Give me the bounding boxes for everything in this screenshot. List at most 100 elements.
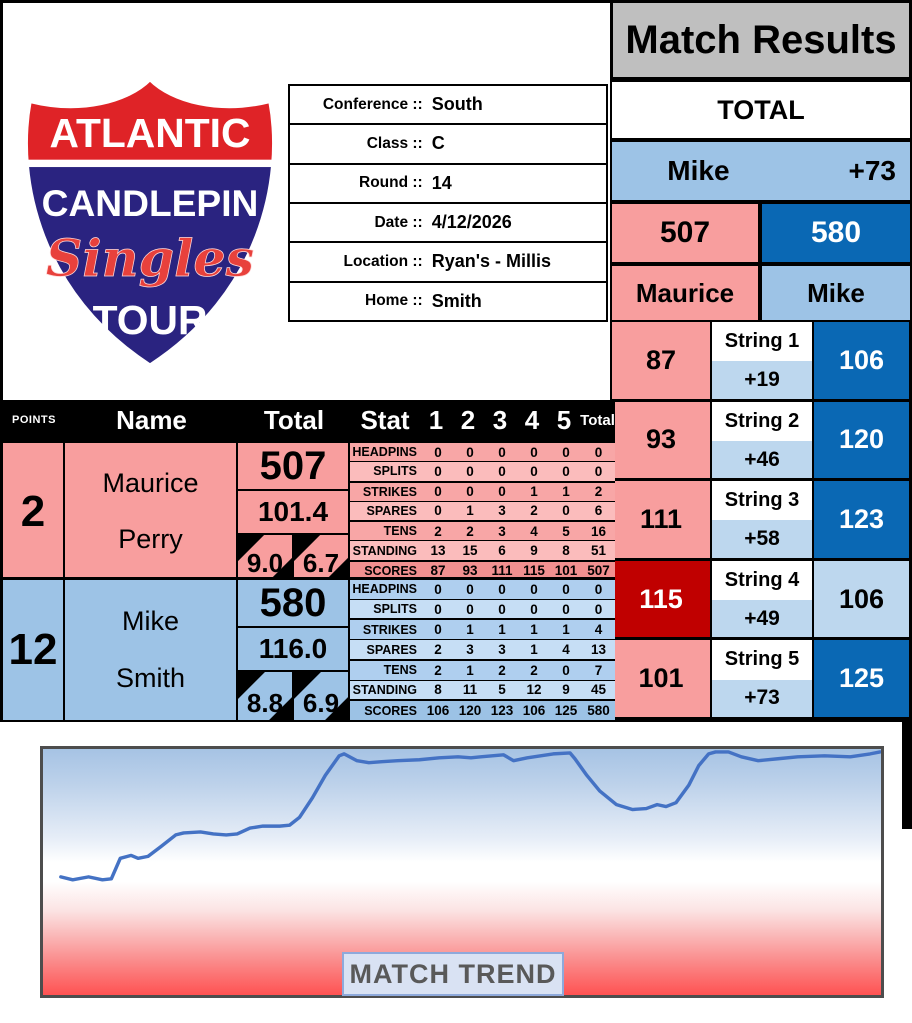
stat-value: 4 (562, 642, 570, 658)
stat-row-spares: SPARES 2 3 3 1 4 13 (350, 639, 615, 659)
first-name: Maurice (102, 468, 199, 498)
stat-total: 0 (594, 601, 603, 617)
stat-value: 8 (434, 682, 442, 698)
stat-grid: HEADPINS 0 0 0 0 0 0 SPLITS 0 0 0 0 0 0 STRIKES 0 0 0 1 1… (350, 443, 615, 580)
info-value: 4/12/2026 (431, 212, 512, 233)
stat-row-scores: SCORES 106 120 123 106 125 580 (350, 699, 615, 721)
away-total-score: 507 (610, 202, 760, 264)
logo-line3: Singles (46, 228, 255, 288)
away-string-score: 111 (612, 481, 712, 558)
stat-label: STANDING (352, 543, 417, 558)
stat-label: STANDING (352, 682, 417, 697)
stat-value: 8 (562, 543, 570, 559)
info-label: Class :: (366, 134, 423, 152)
stat-total: 13 (590, 642, 607, 658)
stat-value: 87 (430, 563, 446, 579)
stat-total: 0 (594, 444, 603, 460)
info-value: South (431, 94, 483, 115)
fill-value: 8.8 (246, 688, 284, 718)
stat-value: 5 (498, 682, 506, 698)
stat-label: SPARES (366, 642, 417, 657)
stat-value: 0 (562, 662, 570, 678)
stat-value: 0 (562, 444, 570, 460)
string-label: String 3 (712, 481, 812, 521)
fill-value: 9.0 (246, 548, 284, 578)
stat-value: 1 (562, 622, 570, 638)
fill-average-cell: 9.0 (238, 535, 292, 580)
trend-line (59, 750, 881, 882)
home-player-name: Mike (760, 264, 912, 322)
stat-label: SPARES (366, 503, 417, 518)
match-trend-label: MATCH TREND (342, 952, 564, 996)
stat-value: 3 (498, 642, 506, 658)
match-info-table: Conference :: South Class :: C Round :: … (288, 84, 608, 322)
stat-value: 2 (498, 662, 506, 678)
stat-value: 125 (554, 703, 578, 719)
stat-value: 0 (434, 484, 442, 500)
stat-total: 6 (594, 503, 603, 519)
string-diff: +58 (712, 520, 812, 558)
stat-value: 3 (498, 503, 506, 519)
stat-label: SPLITS (373, 602, 417, 617)
stat-value: 0 (434, 581, 442, 597)
series-average: 101.4 (238, 491, 348, 535)
tour-shield-logo: ATLANTIC CANDLEPIN Singles TOUR (25, 78, 275, 367)
string-mid: String 4 +49 (712, 560, 814, 638)
stat-value: 1 (562, 484, 570, 500)
info-row-location: Location :: Ryan's - Millis (290, 243, 606, 283)
header-total: Total (263, 404, 325, 435)
right-edge-border (902, 719, 912, 829)
stat-value: 2 (434, 642, 442, 658)
string-diff: +49 (712, 600, 812, 638)
stat-label: STRIKES (362, 484, 417, 499)
string-mid: String 3 +58 (712, 481, 814, 558)
string-diff: +19 (712, 361, 812, 399)
stat-row-strikes: STRIKES 0 1 1 1 1 4 (350, 618, 615, 640)
info-value: 14 (431, 172, 452, 193)
stat-value: 0 (434, 503, 442, 519)
string-label: String 5 (712, 640, 812, 680)
stat-total: 45 (590, 682, 607, 698)
info-row-round: Round :: 14 (290, 165, 606, 204)
stat-value: 0 (530, 444, 538, 460)
stat-value: 0 (530, 463, 538, 479)
string-mid: String 1 +19 (712, 322, 814, 399)
player-row-mike: 12 Mike Smith 580 116.0 8.8 6.9 HEADPINS… (3, 577, 615, 721)
stat-label: STRIKES (362, 622, 417, 637)
stat-value: 3 (498, 523, 506, 539)
stat-value: 0 (466, 444, 474, 460)
player-name-cell: Maurice Perry (65, 443, 238, 580)
stat-row-headpins: HEADPINS 0 0 0 0 0 0 (350, 580, 615, 599)
total-header: TOTAL (610, 80, 912, 140)
string-row-2: 93 String 2 +46 120 (612, 401, 912, 482)
stat-value: 11 (462, 682, 478, 698)
fill-average-cell: 6.7 (292, 535, 348, 580)
stat-row-splits: SPLITS 0 0 0 0 0 0 (350, 598, 615, 619)
away-string-score: 93 (612, 401, 712, 479)
player-row-maurice: 2 Maurice Perry 507 101.4 9.0 6.7 HEADPI… (3, 440, 615, 580)
home-string-score: 125 (814, 640, 909, 717)
stat-value: 1 (530, 622, 538, 638)
string-label: String 1 (712, 322, 812, 362)
stat-value: 1 (466, 622, 474, 638)
info-row-conference: Conference :: South (290, 86, 606, 126)
stat-value: 1 (466, 662, 474, 678)
stat-total: 580 (587, 703, 610, 719)
info-value: C (431, 133, 445, 154)
stat-value: 0 (498, 581, 506, 597)
stat-value: 0 (562, 581, 570, 597)
header-game-5: 5 (556, 404, 572, 435)
stat-value: 13 (430, 543, 446, 559)
stat-value: 0 (434, 463, 442, 479)
stat-value: 2 (434, 523, 442, 539)
stat-value: 101 (554, 563, 578, 579)
string-diff: +46 (712, 440, 812, 479)
points-value: 2 (3, 443, 65, 580)
header-stat: Stat (360, 404, 410, 435)
player-name-cell: Mike Smith (65, 580, 238, 720)
fill-average-cell: 8.8 (238, 672, 292, 720)
home-total-score: 580 (760, 202, 912, 264)
home-string-score: 120 (814, 401, 909, 479)
stat-value: 0 (498, 601, 506, 617)
stat-value: 115 (523, 563, 545, 579)
